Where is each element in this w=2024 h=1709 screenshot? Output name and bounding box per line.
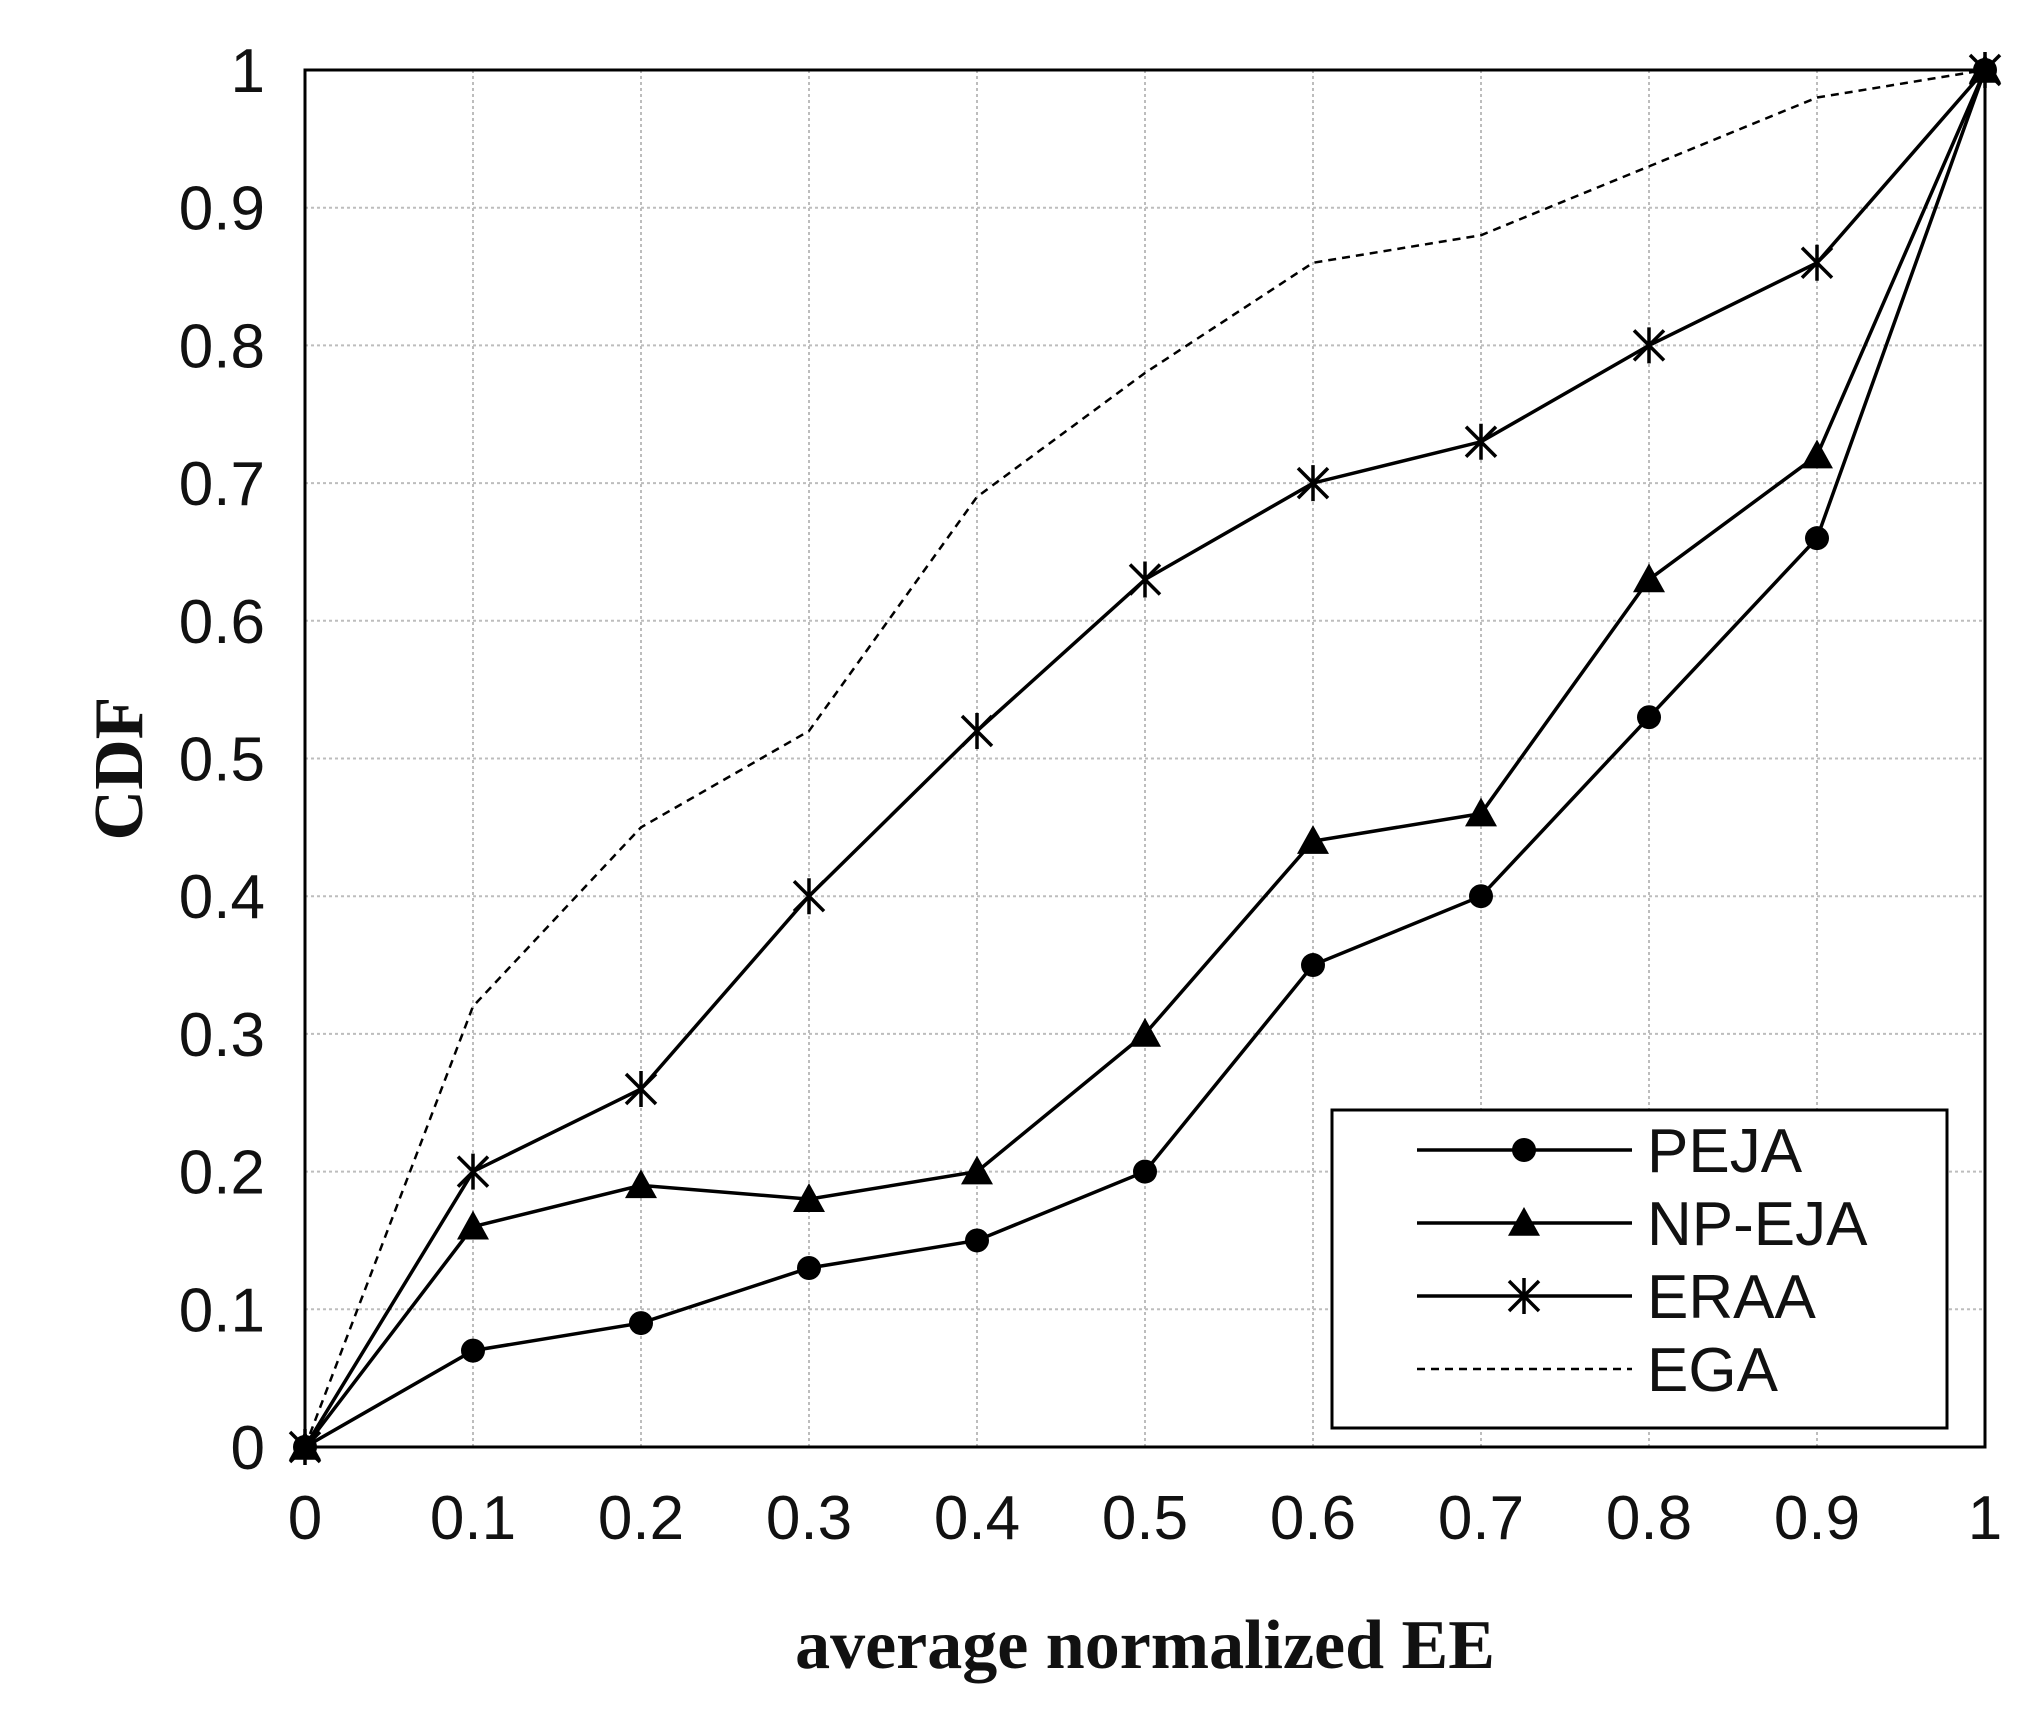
x-tick-label: 0.2 bbox=[598, 1484, 684, 1553]
y-axis-title: CDF bbox=[81, 697, 158, 841]
series-ega bbox=[303, 68, 1986, 1448]
data-point-eraa bbox=[1800, 244, 1834, 281]
series-line-ega bbox=[303, 68, 1986, 1448]
data-point-peja bbox=[629, 1311, 653, 1336]
data-point-eraa bbox=[1296, 465, 1330, 502]
data-point-peja bbox=[1805, 526, 1829, 551]
x-tick-label: 0.9 bbox=[1774, 1484, 1860, 1553]
x-tick-label: 0.8 bbox=[1606, 1484, 1692, 1553]
legend-marker-eraa bbox=[1507, 1278, 1541, 1314]
data-point-np-eja bbox=[457, 1210, 489, 1240]
data-point-np-eja bbox=[1129, 1017, 1161, 1047]
legend-item-ega: EGA bbox=[1417, 1336, 1779, 1405]
legend-marker-peja bbox=[1512, 1138, 1536, 1162]
data-point-peja bbox=[1637, 705, 1661, 730]
legend-label-peja: PEJA bbox=[1647, 1117, 1803, 1186]
data-point-peja bbox=[797, 1255, 821, 1280]
x-tick-label: 1 bbox=[1968, 1484, 2002, 1553]
data-point-eraa bbox=[456, 1153, 490, 1190]
data-point-peja bbox=[1301, 953, 1325, 978]
data-point-np-eja bbox=[1801, 439, 1833, 469]
data-point-eraa bbox=[1128, 561, 1162, 598]
legend-label-np-eja: NP-EJA bbox=[1647, 1190, 1868, 1259]
data-point-np-eja bbox=[793, 1183, 825, 1212]
x-tick-label: 0.1 bbox=[430, 1484, 516, 1553]
y-tick-label: 0.2 bbox=[179, 1139, 265, 1208]
x-axis-title: average normalized EE bbox=[795, 1607, 1495, 1684]
legend-label-ega: EGA bbox=[1647, 1336, 1779, 1405]
x-tick-label: 0 bbox=[288, 1484, 322, 1553]
legend-box bbox=[1330, 1108, 1949, 1430]
y-tick-label: 0.3 bbox=[179, 1001, 265, 1070]
x-tick-label: 0.6 bbox=[1270, 1484, 1356, 1553]
x-tick-label: 0.4 bbox=[934, 1484, 1020, 1553]
y-tick-label: 0.7 bbox=[179, 450, 265, 519]
data-point-np-eja bbox=[961, 1155, 993, 1185]
data-point-eraa bbox=[1464, 423, 1498, 460]
data-point-peja bbox=[965, 1228, 989, 1253]
data-point-eraa bbox=[624, 1070, 658, 1107]
data-point-np-eja bbox=[1465, 797, 1497, 827]
data-point-np-eja bbox=[625, 1169, 657, 1199]
y-tick-label: 0 bbox=[231, 1414, 265, 1483]
legend-item-eraa: ERAA bbox=[1417, 1263, 1816, 1332]
data-point-peja bbox=[461, 1338, 485, 1363]
data-point-eraa bbox=[1632, 327, 1666, 364]
series-lines bbox=[288, 52, 2002, 1465]
y-tick-label: 0.1 bbox=[179, 1276, 265, 1345]
y-axis-ticks: 0 0.1 0.2 0.3 0.4 0.5 0.6 0.7 0.8 0.9 1 bbox=[179, 37, 265, 1483]
data-point-np-eja bbox=[1297, 825, 1329, 854]
y-tick-label: 0.6 bbox=[179, 588, 265, 657]
x-tick-label: 0.5 bbox=[1102, 1484, 1188, 1553]
legend-label-eraa: ERAA bbox=[1647, 1263, 1816, 1332]
data-point-eraa bbox=[960, 712, 994, 749]
legend-item-np-eja: NP-EJA bbox=[1417, 1190, 1868, 1259]
legend-marker-np-eja bbox=[1508, 1207, 1540, 1236]
data-point-eraa bbox=[792, 878, 826, 915]
y-tick-label: 0.5 bbox=[179, 726, 265, 795]
series-np-eja bbox=[289, 54, 2001, 1460]
plot-frame bbox=[303, 68, 1987, 1449]
y-tick-label: 0.9 bbox=[179, 175, 265, 244]
y-tick-label: 0.8 bbox=[179, 312, 265, 381]
y-tick-label: 0.4 bbox=[179, 863, 265, 932]
data-point-peja bbox=[1133, 1159, 1157, 1184]
x-axis-ticks: 0 0.1 0.2 0.3 0.4 0.5 0.6 0.7 0.8 0.9 1 bbox=[288, 1484, 2002, 1553]
y-tick-label: 1 bbox=[231, 37, 265, 106]
x-tick-label: 0.7 bbox=[1438, 1484, 1524, 1553]
data-point-peja bbox=[1469, 884, 1493, 909]
data-point-np-eja bbox=[1633, 563, 1665, 593]
x-tick-label: 0.3 bbox=[766, 1484, 852, 1553]
legend-item-peja: PEJA bbox=[1417, 1117, 1803, 1186]
